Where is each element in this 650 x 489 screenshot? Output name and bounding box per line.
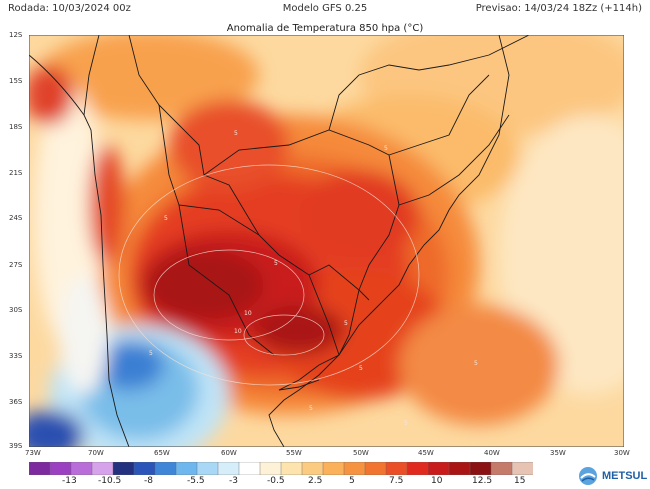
colorbar-swatch	[301, 462, 324, 475]
contour-label: 5	[234, 130, 238, 137]
temperature-anomaly-map: 5 5 5 10 10 5 5 5 5 5 5 5	[29, 35, 624, 447]
lon-label: 30W	[614, 449, 630, 457]
colorbar-tick-label: -3	[229, 476, 238, 486]
colorbar-tick-label: -10.5	[98, 476, 122, 486]
colorbar-swatch	[112, 462, 135, 475]
colorbar-tick-label: 5	[349, 476, 355, 486]
contour-label: 5	[474, 360, 478, 367]
colorbar-swatch	[448, 462, 471, 475]
colorbar-swatch	[70, 462, 93, 475]
lon-label: 35W	[550, 449, 566, 457]
colorbar-swatch	[406, 462, 429, 475]
colorbar-tick-label: -5.5	[187, 476, 205, 486]
lat-label: 27S	[9, 261, 23, 269]
lon-label: 45W	[418, 449, 434, 457]
contour-label: 5	[274, 260, 278, 267]
colorbar-swatch	[469, 462, 492, 475]
colorbar-tick-label: 12.5	[472, 476, 493, 486]
model-label: Modelo GFS 0.25	[282, 3, 368, 14]
colorbar-swatch	[217, 462, 240, 475]
map-subtitle: Anomalia de Temperatura 850 hpa (°C)	[226, 23, 424, 34]
lon-label: 70W	[88, 449, 104, 457]
lon-label: 60W	[221, 449, 237, 457]
lon-label: 73W	[25, 449, 41, 457]
lat-label: 21S	[9, 169, 23, 177]
lat-label: 24S	[9, 214, 23, 222]
colorbar-swatch	[490, 462, 513, 475]
colorbar-tick-label: -8	[144, 476, 153, 486]
lat-label: 39S	[9, 442, 23, 450]
colorbar	[29, 462, 533, 475]
lat-label: 15S	[9, 77, 23, 85]
contour-label: 5	[149, 350, 153, 357]
forecast-label: Previsao: 14/03/24 18Zz (+114h)	[475, 3, 642, 14]
colorbar-tick-label: 15	[514, 476, 526, 486]
colorbar-swatch	[29, 462, 51, 475]
lat-label: 12S	[9, 31, 23, 39]
colorbar-tick-label: -0.5	[267, 476, 285, 486]
contour-label: 5	[344, 320, 348, 327]
colorbar-swatch	[175, 462, 198, 475]
run-label: Rodada: 10/03/2024 00z	[8, 3, 131, 14]
contour-label: 10	[234, 328, 242, 335]
colorbar-swatch	[280, 462, 303, 475]
lon-label: 55W	[286, 449, 302, 457]
colorbar-tick-label: -13	[62, 476, 77, 486]
colorbar-swatch	[364, 462, 387, 475]
lat-label: 18S	[9, 123, 23, 131]
colorbar-tick-label: 2.5	[308, 476, 323, 486]
contour-label: 5	[384, 145, 388, 152]
lon-label: 50W	[353, 449, 369, 457]
metsul-logo-text: METSUL	[602, 470, 648, 482]
colorbar-swatch	[259, 462, 282, 475]
colorbar-tick-label: 7.5	[389, 476, 404, 486]
colorbar-swatch	[511, 462, 533, 475]
contour-label: 5	[164, 215, 168, 222]
contour-label: 10	[244, 310, 252, 317]
colorbar-swatch	[238, 462, 261, 475]
colorbar-swatch	[133, 462, 156, 475]
contour-label: 5	[359, 365, 363, 372]
colorbar-tick-label: 10	[431, 476, 443, 486]
colorbar-swatch	[49, 462, 72, 475]
colorbar-swatch	[154, 462, 177, 475]
contour-label: 5	[404, 420, 408, 427]
colorbar-swatch	[385, 462, 408, 475]
colorbar-swatch	[427, 462, 450, 475]
lat-label: 30S	[9, 306, 23, 314]
colorbar-swatch	[196, 462, 219, 475]
colorbar-swatch	[343, 462, 366, 475]
lat-label: 36S	[9, 398, 23, 406]
lon-label: 65W	[154, 449, 170, 457]
contour-label: 5	[309, 405, 313, 412]
colorbar-swatch	[322, 462, 345, 475]
metsul-logo	[579, 467, 597, 485]
colorbar-swatch	[91, 462, 114, 475]
lon-label: 40W	[484, 449, 500, 457]
lat-label: 33S	[9, 352, 23, 360]
